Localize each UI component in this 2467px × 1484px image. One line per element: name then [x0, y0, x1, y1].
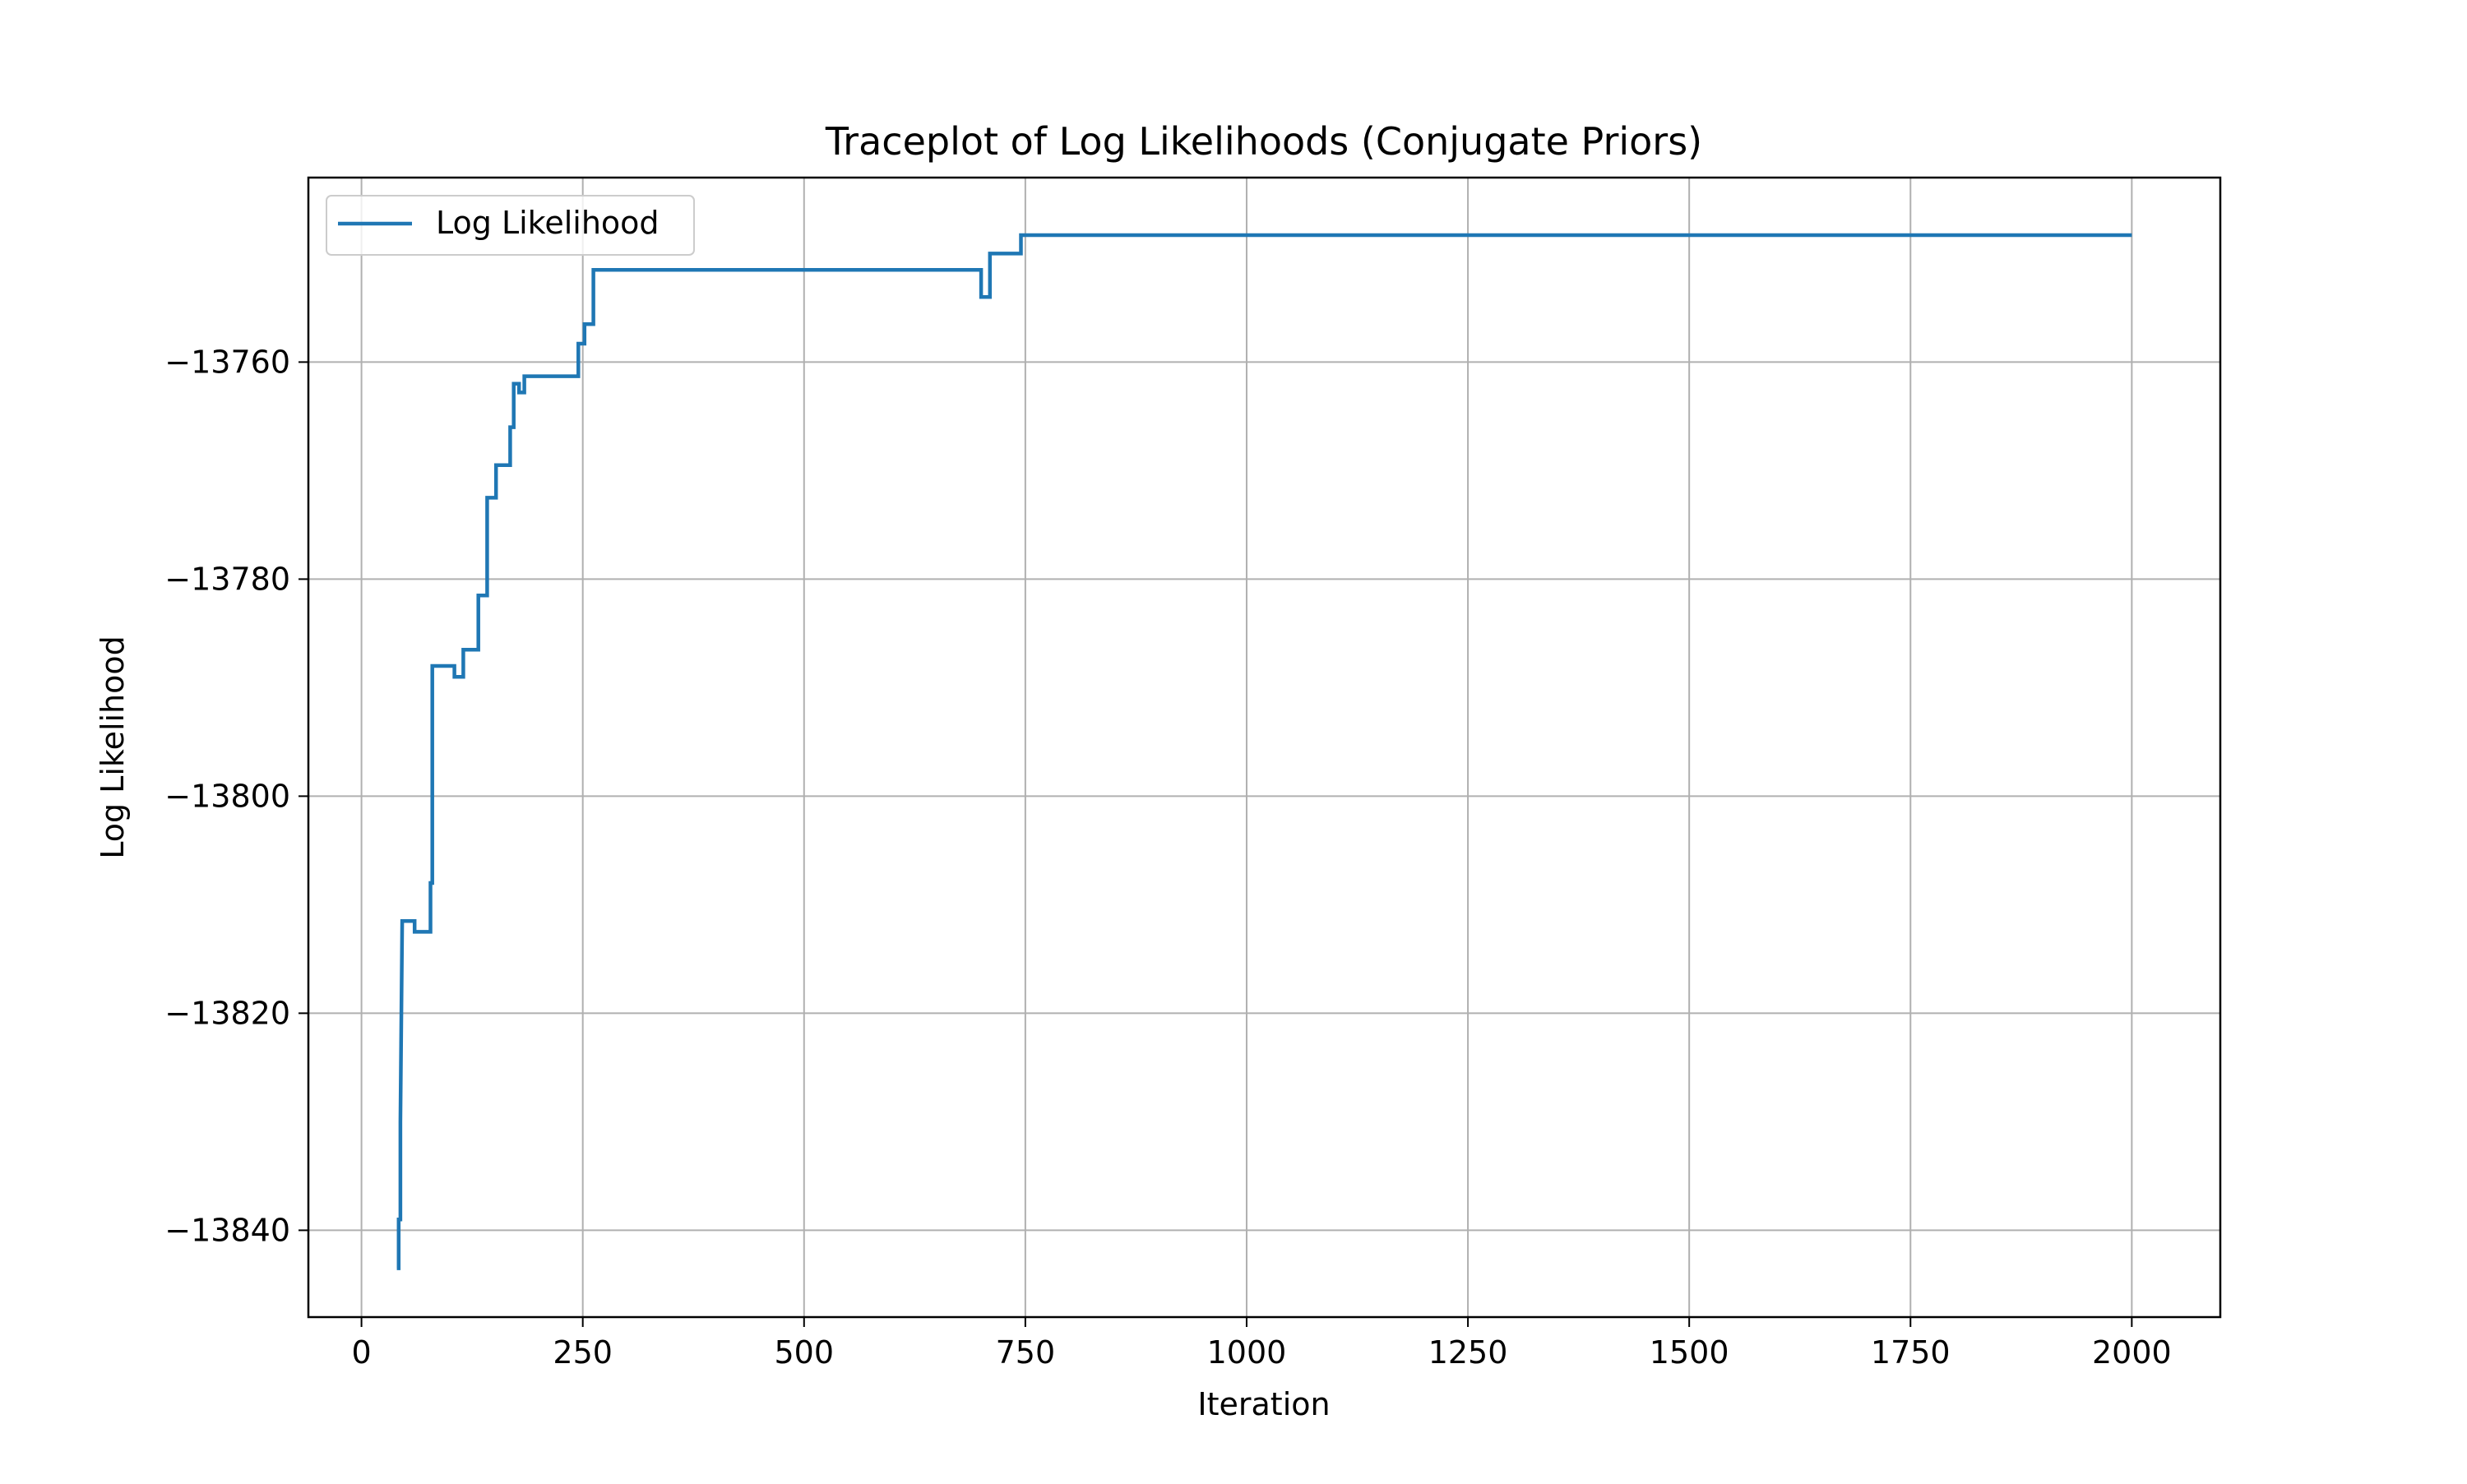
- series-line: [396, 233, 2132, 1270]
- y-tick-label: −13780: [164, 561, 290, 597]
- x-tick-label: 750: [996, 1334, 1056, 1371]
- chart-title: Traceplot of Log Likelihoods (Conjugate …: [825, 119, 1702, 164]
- x-tick-label: 500: [775, 1334, 835, 1371]
- y-tick-label: −13760: [164, 344, 290, 380]
- x-tick-label: 1250: [1428, 1334, 1508, 1371]
- x-tick-label: 1750: [1871, 1334, 1951, 1371]
- grid-layer: [308, 178, 2220, 1317]
- x-tick-label: 1000: [1207, 1334, 1287, 1371]
- x-tick-label: 1500: [1650, 1334, 1729, 1371]
- y-axis-label: Log Likelihood: [95, 636, 131, 859]
- series-layer: [396, 233, 2132, 1270]
- legend-label: Log Likelihood: [436, 205, 660, 241]
- x-axis-label: Iteration: [1197, 1386, 1330, 1422]
- x-tick-label: 250: [553, 1334, 613, 1371]
- y-tick-label: −13820: [164, 995, 290, 1031]
- plot-frame: [307, 176, 2222, 1319]
- tick-layer: 0 250 500 750 1000 1250 1500 1750 2000 −13840 −138…: [164, 344, 2171, 1371]
- y-tick-label: −13840: [164, 1212, 290, 1248]
- legend: Log Likelihood: [326, 195, 695, 256]
- legend-box: [326, 195, 695, 256]
- x-tick-label: 0: [351, 1334, 371, 1371]
- y-tick-label: −13800: [164, 778, 290, 814]
- x-tick-label: 2000: [2092, 1334, 2172, 1371]
